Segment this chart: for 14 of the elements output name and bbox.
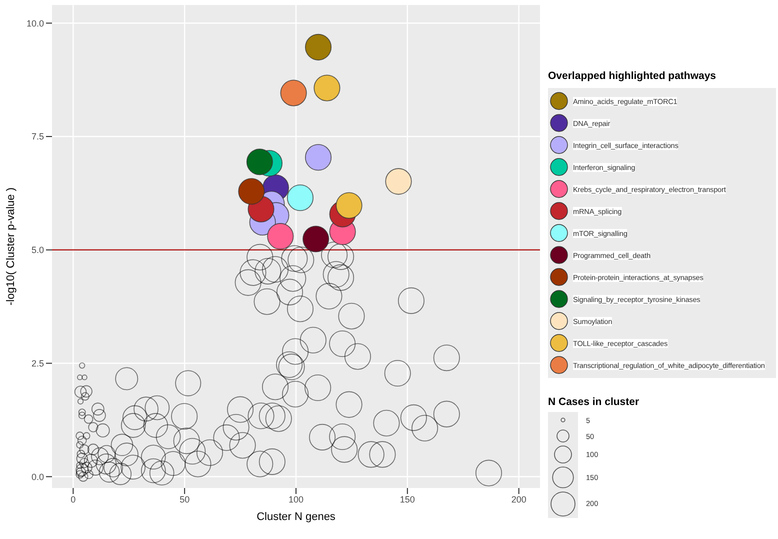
y-tick-label: 2.5: [31, 358, 44, 368]
x-tick-label: 50: [180, 494, 190, 504]
x-tick-label: 100: [288, 494, 304, 504]
text: N Cases in cluster: [548, 396, 640, 408]
y-tick-label: 10.0: [26, 18, 44, 28]
legend-title: Overlapped highlighted pathways: [548, 70, 718, 82]
x-tick-label: 0: [70, 494, 76, 504]
y-tick-label: 7.5: [31, 132, 44, 142]
x-tick-label: 200: [511, 494, 526, 504]
y-tick-label: 0.0: [31, 472, 44, 482]
y-axis-title: -log10( Cluster p-value ): [4, 188, 17, 306]
x-tick-label: 150: [400, 494, 415, 504]
y-tick-label: 5.0: [31, 245, 44, 256]
x-axis-title: Cluster N genes: [256, 511, 336, 523]
